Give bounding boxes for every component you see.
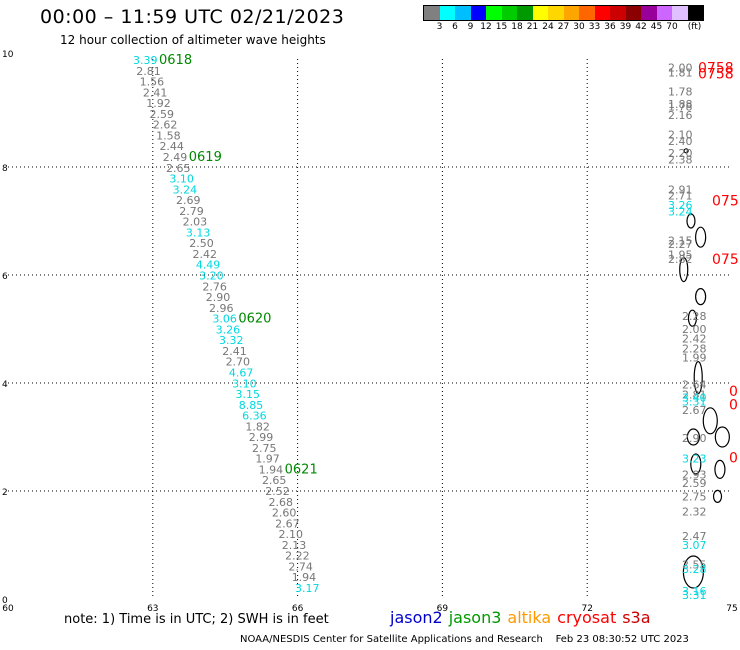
track-time-label: 0619 [189, 150, 222, 165]
swh-value-label: 3.23 [682, 453, 707, 466]
satellite-jason2: jason2 [390, 608, 443, 627]
swh-value-label: 2.28 [682, 310, 707, 323]
swh-value-label: 1.81 [668, 67, 693, 80]
lon-tick-label: 75 [726, 604, 737, 614]
swh-value-label: 3.24 [668, 205, 693, 218]
track-time-label: 0 [729, 451, 738, 467]
lat-tick-label: 8 [2, 164, 8, 174]
island-outline [714, 490, 722, 502]
swh-value-label: 2.90 [682, 432, 707, 445]
swh-value-label: 2.59 [682, 477, 707, 490]
swh-value-label: 3.31 [682, 589, 707, 602]
track-time-label: 0620 [238, 312, 271, 327]
track-time-label: 0 [729, 398, 738, 414]
track-time-label: 075 [712, 193, 739, 209]
track-time-label: 0618 [159, 53, 192, 68]
swh-value-label: 2.38 [668, 153, 693, 166]
swh-value-label: 3.07 [682, 539, 707, 552]
swh-value-label: 2.32 [682, 506, 707, 519]
wave-height-map: 024681060 63 66 69 72 753.392.811.562.411.922… [0, 0, 740, 650]
satellite-altika: altika [507, 608, 551, 627]
satellite-jason3: jason3 [449, 608, 502, 627]
credit-text: NOAA/NESDIS Center for Satellite Applica… [240, 634, 543, 645]
lon-tick-label: 60 [2, 604, 14, 614]
track-time-label: 0758 [698, 67, 734, 83]
island-outline [696, 227, 706, 247]
lat-tick-label: 2 [2, 488, 8, 498]
lat-tick-label: 4 [2, 380, 8, 390]
island-outline [715, 460, 725, 478]
swh-value-label: 3.28 [682, 563, 707, 576]
satellite-s3a: s3a [622, 608, 650, 627]
satellite-cryosat: cryosat [557, 608, 616, 627]
swh-value-label: 2.82 [668, 253, 693, 266]
swh-value-label: 2.75 [682, 490, 707, 503]
track-time-label: 075 [712, 252, 739, 268]
swh-value-label: 2.67 [682, 404, 707, 417]
satellite-legend: jason2 jason3 altika cryosat s3a [390, 608, 657, 627]
footer-note: note: 1) Time is in UTC; 2) SWH is in fe… [64, 612, 329, 627]
lat-tick-label: 10 [2, 50, 14, 60]
lat-tick-label: 6 [2, 272, 8, 282]
swh-value-label: 3.17 [295, 582, 320, 595]
timestamp-text: Feb 23 08:30:52 UTC 2023 [556, 634, 689, 645]
track-time-label: 0621 [285, 462, 318, 477]
footer-credit: NOAA/NESDIS Center for Satellite Applica… [240, 634, 689, 645]
island-outline [715, 427, 729, 447]
swh-value-label: 1.99 [682, 352, 707, 365]
swh-value-label: 2.16 [668, 109, 693, 122]
swh-value-label: 1.78 [668, 85, 693, 98]
island-outline [696, 289, 706, 305]
